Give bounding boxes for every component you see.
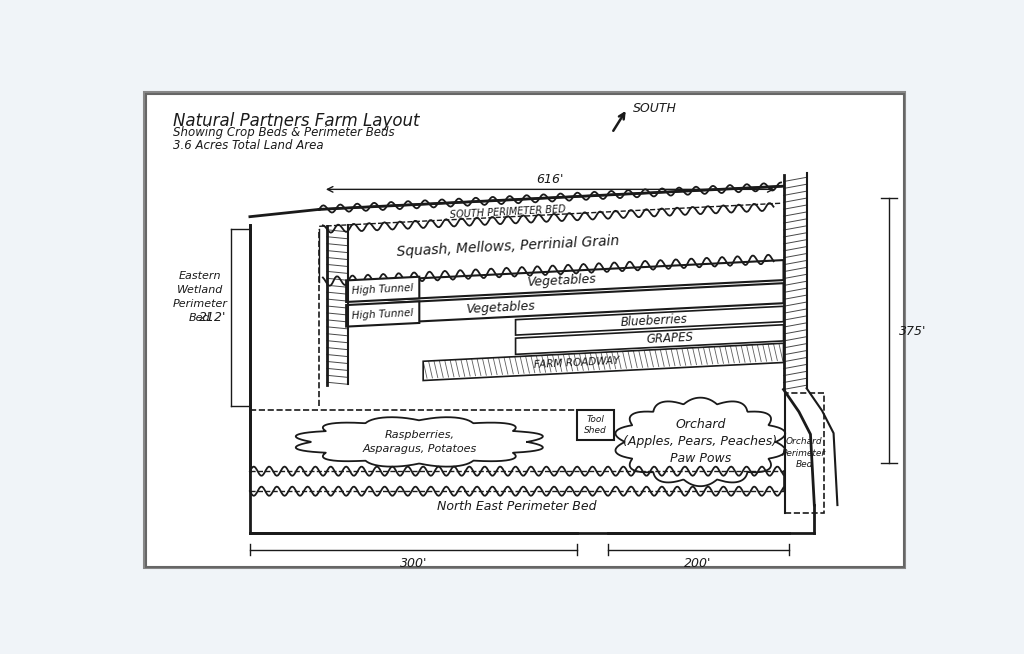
Text: Showing Crop Beds & Perimeter Beds: Showing Crop Beds & Perimeter Beds [173, 126, 394, 139]
Polygon shape [388, 283, 783, 323]
Polygon shape [423, 343, 783, 381]
Bar [578, 410, 614, 439]
Polygon shape [515, 325, 783, 354]
Text: 375': 375' [899, 324, 927, 337]
Text: GRAPES: GRAPES [646, 331, 693, 346]
Text: 200': 200' [684, 557, 712, 570]
Text: FARM ROADWAY: FARM ROADWAY [535, 356, 621, 370]
Text: High Tunnel: High Tunnel [351, 307, 414, 320]
Text: 300': 300' [400, 557, 428, 570]
Text: High Tunnel: High Tunnel [351, 283, 414, 296]
Text: Orchard
(Apples, Pears, Peaches)
Paw Pows: Orchard (Apples, Pears, Peaches) Paw Pow… [624, 419, 777, 466]
Text: 212': 212' [200, 311, 226, 324]
Polygon shape [388, 260, 783, 300]
Text: 616': 616' [537, 173, 564, 186]
Text: Raspberries,
Asparagus, Potatoes: Raspberries, Asparagus, Potatoes [362, 430, 476, 453]
Text: North East Perimeter Bed: North East Perimeter Bed [437, 500, 596, 513]
Text: 3.6 Acres Total Land Area: 3.6 Acres Total Land Area [173, 139, 324, 152]
Text: Blueberries: Blueberries [621, 312, 688, 328]
Text: Eastern
Wetland
Perimeter
Bed: Eastern Wetland Perimeter Bed [172, 271, 227, 323]
Text: Tool
Shed: Tool Shed [585, 415, 607, 435]
Text: Orchard
Perimeter
Bed: Orchard Perimeter Bed [782, 438, 826, 469]
Polygon shape [515, 306, 783, 335]
Text: Squash, Mellows, Perrinial Grain: Squash, Mellows, Perrinial Grain [396, 233, 620, 259]
Text: Vegetables: Vegetables [465, 299, 536, 316]
Polygon shape [423, 343, 783, 381]
Text: SOUTH PERIMETER BED: SOUTH PERIMETER BED [450, 205, 566, 220]
Polygon shape [346, 301, 419, 326]
Polygon shape [346, 277, 419, 302]
Text: SOUTH: SOUTH [633, 102, 677, 115]
Bar [785, 394, 823, 513]
Text: Vegetables: Vegetables [527, 273, 597, 290]
Text: Natural Partners Farm Layout: Natural Partners Farm Layout [173, 112, 420, 130]
